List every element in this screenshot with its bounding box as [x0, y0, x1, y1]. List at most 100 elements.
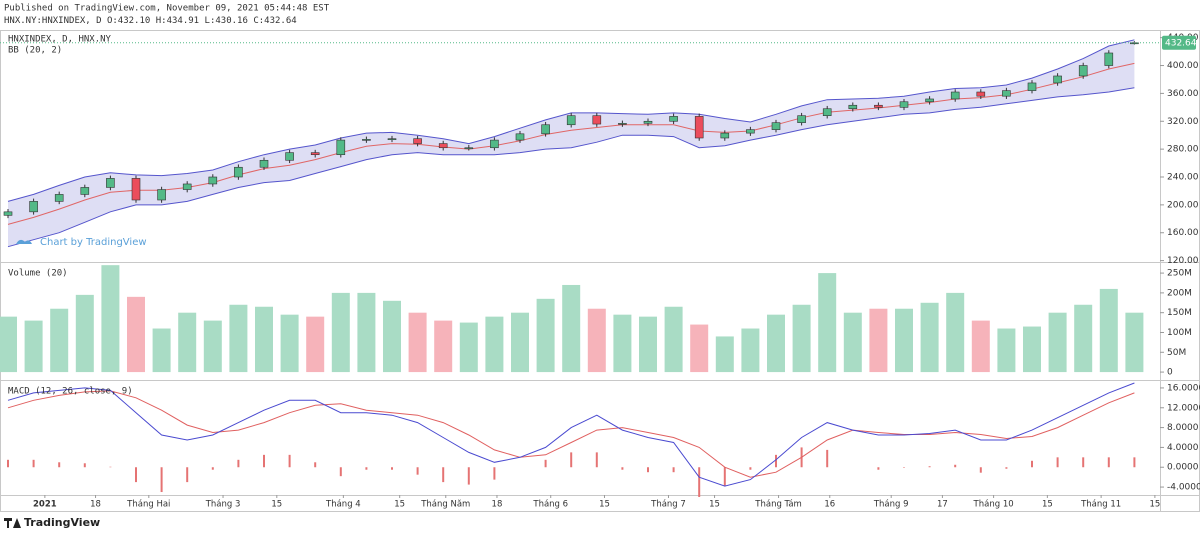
y-tick-label: 50M — [1167, 348, 1186, 358]
volume-bar — [1125, 312, 1144, 373]
candle-body — [413, 138, 422, 144]
watermark-icon — [16, 239, 32, 244]
frame — [0, 30, 1200, 512]
y-tick-label: 150M — [1167, 308, 1192, 318]
volume-bar — [920, 302, 939, 373]
volume-bar — [1099, 288, 1118, 373]
candle-body — [80, 187, 90, 195]
x-tick-label: 17 — [937, 500, 948, 510]
y-tick-label: 100M — [1167, 328, 1192, 338]
candle-body — [720, 132, 730, 139]
volume-bar — [895, 308, 913, 373]
candle-body — [438, 143, 448, 149]
candle-body — [3, 211, 13, 216]
volume-bar — [459, 322, 478, 373]
candle-body — [950, 91, 960, 100]
footer: TradingView — [4, 516, 100, 529]
x-tick-label: Tháng 10 — [973, 500, 1014, 510]
bb-upper — [7, 39, 1135, 202]
x-tick-label: Tháng Hai — [126, 500, 170, 510]
candle-body — [771, 122, 781, 130]
last-price-badge — [1162, 35, 1196, 50]
y-tick-label: 0 — [1167, 368, 1173, 378]
x-tick-label: 15 — [599, 500, 610, 510]
y-tick-label: 120.00 — [1167, 256, 1199, 266]
volume-bar — [75, 294, 94, 373]
candle-body — [259, 159, 269, 168]
footer-text: TradingView — [24, 516, 100, 529]
volume-bar — [1074, 304, 1093, 373]
candle-body — [746, 129, 755, 134]
volume-bar — [536, 298, 555, 373]
volume-bar — [587, 308, 606, 373]
bb-middle — [7, 62, 1135, 225]
volume-bar — [946, 292, 965, 373]
volume-bar — [357, 292, 376, 373]
candle-body — [694, 116, 704, 139]
y-tick-label: -4.0000 — [1167, 483, 1200, 493]
x-tick-label: 15 — [271, 500, 282, 510]
y-tick-label: 280.00 — [1167, 145, 1199, 155]
volume-bar — [715, 336, 734, 373]
pane-legend: Volume (20) — [8, 269, 68, 279]
y-tick-label: 200.00 — [1167, 200, 1199, 210]
x-tick-label: 2021 — [33, 500, 57, 510]
x-tick-label: Tháng Tám — [754, 500, 802, 510]
bb-fill — [8, 39, 1135, 247]
pane-legend: MACD (12, 26, close, 9) — [8, 387, 133, 397]
volume-bar — [50, 308, 69, 373]
candle-body — [822, 108, 832, 116]
candle-body — [1078, 65, 1088, 77]
y-tick-label: 4.0000 — [1167, 443, 1199, 453]
symbol: HNX.NY:HNXINDEX, D — [4, 16, 102, 26]
volume-bar — [843, 312, 862, 373]
candle-body — [976, 91, 986, 97]
y-tick-label: 240.00 — [1167, 173, 1199, 183]
y-tick-label: 16.0000 — [1167, 383, 1200, 393]
y-tick-label: 250M — [1167, 269, 1192, 279]
candle-body — [797, 115, 806, 123]
y-tick-label: 160.00 — [1167, 228, 1199, 238]
volume-bar — [664, 306, 683, 373]
y-tick-label: 200M — [1167, 288, 1192, 298]
candle-body — [131, 178, 141, 201]
volume-bar — [101, 265, 120, 373]
x-tick-label: 15 — [709, 500, 720, 510]
volume-bar — [997, 328, 1016, 373]
pane-legend: BB (20, 2) — [8, 46, 62, 56]
volume-bar — [280, 314, 299, 373]
x-tick-label: 15 — [394, 500, 405, 510]
volume-bar — [971, 320, 990, 373]
volume-bar — [792, 304, 811, 373]
y-tick-label: 0.0000 — [1167, 463, 1199, 473]
candle-body — [29, 201, 38, 213]
volume-bar — [203, 320, 222, 373]
x-tick-label: Tháng 9 — [873, 500, 909, 510]
y-tick-label: 8.0000 — [1167, 423, 1199, 433]
candle-body — [182, 183, 192, 190]
volume-bar — [485, 316, 504, 373]
y-tick-label: 360.00 — [1167, 89, 1199, 99]
x-tick-label: 16 — [824, 500, 835, 510]
x-tick-label: 15 — [1149, 500, 1160, 510]
x-tick-label: 18 — [90, 500, 101, 510]
volume-bar — [408, 312, 427, 373]
candle-body — [874, 104, 883, 108]
candle-body — [490, 139, 499, 149]
candle-body — [1002, 90, 1011, 97]
candle-body — [592, 115, 602, 125]
volume-bar — [690, 324, 709, 373]
candle-body — [285, 152, 294, 161]
macd-line — [7, 382, 1135, 487]
candle-body — [848, 104, 858, 110]
volume-bar — [1048, 312, 1067, 373]
watermark-text: Chart by TradingView — [40, 237, 147, 248]
candle-body — [387, 138, 397, 140]
x-tick-label: Tháng 7 — [650, 500, 686, 510]
published: Published on TradingView.com, November 0… — [4, 4, 330, 14]
y-tick-label: 12.0000 — [1167, 403, 1200, 413]
watermark: Chart by TradingView — [16, 237, 147, 248]
candle-body — [464, 147, 474, 150]
candle-body — [208, 176, 218, 185]
